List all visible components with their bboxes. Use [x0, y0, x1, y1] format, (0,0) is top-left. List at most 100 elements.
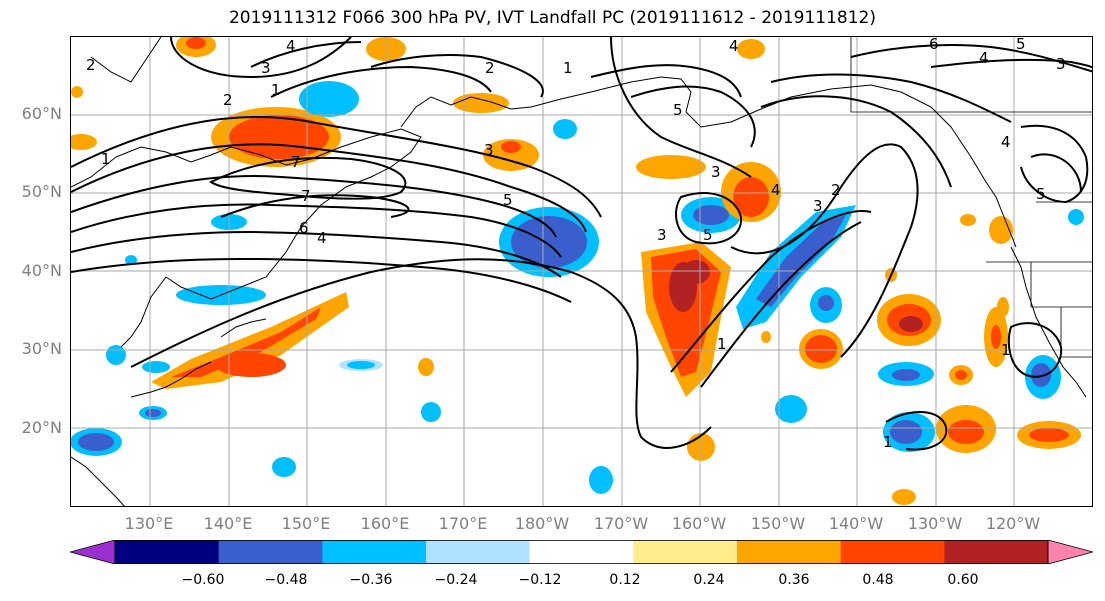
- anomaly-patch: [682, 260, 710, 284]
- colorbar-cell: [426, 540, 531, 564]
- contour-label: 3: [711, 163, 721, 181]
- colorbar-cell: [218, 540, 323, 564]
- contour-label: 1: [271, 81, 281, 99]
- anomaly-patch: [1031, 363, 1051, 387]
- colorbar-tick-label: 0.60: [947, 572, 979, 588]
- lat-label: 60°N: [21, 104, 62, 123]
- contour-label: 7: [301, 187, 311, 205]
- anomaly-patch: [453, 93, 509, 113]
- contour-label: 1: [1001, 341, 1011, 359]
- anomaly-patch: [71, 86, 83, 98]
- colorbar-tick-label: 0.12: [609, 572, 641, 588]
- colorbar-tick-label: 0.24: [693, 572, 725, 588]
- map-title: 2019111312 F066 300 hPa PV, IVT Landfall…: [228, 8, 876, 28]
- contour-label: 3: [657, 226, 667, 244]
- lat-label: 40°N: [21, 261, 62, 280]
- anomaly-patch: [106, 345, 126, 365]
- anomaly-patch: [775, 395, 807, 423]
- lon-label: 160°E: [360, 514, 410, 533]
- anomaly-patch: [145, 409, 161, 417]
- contour-label: 4: [1001, 133, 1011, 151]
- anomaly-patch: [418, 358, 434, 376]
- contour-label: 4: [729, 37, 739, 55]
- anomaly-patch: [687, 433, 715, 461]
- contour-label: 2: [86, 56, 96, 74]
- colorbar-tick-label: −0.36: [349, 572, 393, 588]
- lon-label: 180°W: [514, 514, 570, 533]
- colorbar-cell: [840, 540, 945, 564]
- anomaly-patch: [78, 433, 114, 451]
- anomaly-patch: [892, 489, 916, 505]
- contour-label: 4: [979, 49, 989, 67]
- anomaly-patch: [421, 402, 441, 422]
- lon-label: 140°E: [203, 514, 253, 533]
- colorbar-tick-label: −0.60: [181, 572, 225, 588]
- anomaly-patch: [989, 216, 1013, 244]
- contour-label: 4: [286, 37, 296, 55]
- colorbar-tick-label: 0.36: [778, 572, 810, 588]
- coastlines: [71, 37, 1087, 506]
- anomaly-patch: [151, 292, 349, 389]
- anomaly-patch: [501, 141, 521, 153]
- lon-label: 120°W: [985, 514, 1041, 533]
- contour-label: 3: [261, 59, 271, 77]
- anomaly-patch: [960, 214, 976, 226]
- anomaly-patch: [948, 420, 984, 444]
- anomaly-patch: [991, 325, 1001, 349]
- lat-label: 30°N: [21, 339, 62, 358]
- anomaly-patch: [997, 297, 1009, 317]
- anomaly-patch: [892, 369, 920, 381]
- contour-label: 5: [703, 226, 713, 244]
- contour-label: 5: [1036, 185, 1046, 203]
- contour-label: 2: [223, 91, 233, 109]
- colorbar-outline: [114, 540, 1049, 564]
- contour-label: 1: [883, 433, 893, 451]
- contour-label: 6: [929, 37, 939, 53]
- lon-label: 160°W: [671, 514, 727, 533]
- contour-label: 4: [317, 229, 327, 247]
- colorbar-tick-label: −0.12: [518, 572, 562, 588]
- contour-label: 5: [1016, 37, 1026, 53]
- colorbar-tick-label: 0.48: [862, 572, 894, 588]
- anomaly-patch: [805, 335, 837, 363]
- colorbar: [70, 540, 1093, 564]
- lon-label: 140°W: [828, 514, 884, 533]
- contour-label: 5: [503, 191, 513, 209]
- anomaly-patch: [186, 37, 206, 49]
- contour-label: 3: [1056, 55, 1066, 73]
- anomaly-patch: [899, 316, 923, 332]
- graticule: [71, 37, 1092, 506]
- anomaly-patch: [733, 177, 769, 217]
- contour-label: 3: [813, 197, 823, 215]
- anomaly-patch: [299, 81, 359, 117]
- anomaly-patch: [761, 331, 771, 343]
- colorbar-cell: [529, 540, 634, 564]
- map-panel: 4 3 2 1 2 1 2 3 7 7 6 4 5 1 3 5 3 4 3 2 …: [70, 36, 1093, 507]
- contour-label: 7: [291, 153, 301, 171]
- lon-label: 170°E: [438, 514, 488, 533]
- anomaly-patch: [125, 255, 137, 265]
- colorbar-tick-label: −0.24: [434, 572, 478, 588]
- anomaly-patch: [272, 457, 296, 477]
- contour-label: 4: [771, 181, 781, 199]
- lon-label: 150°W: [750, 514, 806, 533]
- lat-label: 50°N: [21, 182, 62, 201]
- anomaly-patch: [1029, 428, 1069, 442]
- lon-label: 150°E: [281, 514, 331, 533]
- colorbar-extend-high: [1047, 540, 1093, 564]
- anomaly-patch: [142, 361, 170, 373]
- contour-label: 3: [484, 141, 494, 159]
- contour-labels: 4 3 2 1 2 1 2 3 7 7 6 4 5 1 3 5 3 4 3 2 …: [86, 37, 1066, 451]
- contour-label: 1: [563, 59, 573, 77]
- colorbar-cell: [737, 540, 842, 564]
- map-canvas: 4 3 2 1 2 1 2 3 7 7 6 4 5 1 3 5 3 4 3 2 …: [71, 37, 1092, 506]
- colorbar-cell: [115, 540, 220, 564]
- lon-label: 130°W: [907, 514, 963, 533]
- anomaly-patch: [483, 139, 539, 171]
- anomaly-patch: [818, 295, 834, 311]
- contour-lines: [71, 37, 1092, 451]
- lon-label: 170°W: [593, 514, 649, 533]
- colorbar-cell: [322, 540, 427, 564]
- contour-label: 2: [485, 59, 495, 77]
- anomaly-patch: [1068, 209, 1084, 225]
